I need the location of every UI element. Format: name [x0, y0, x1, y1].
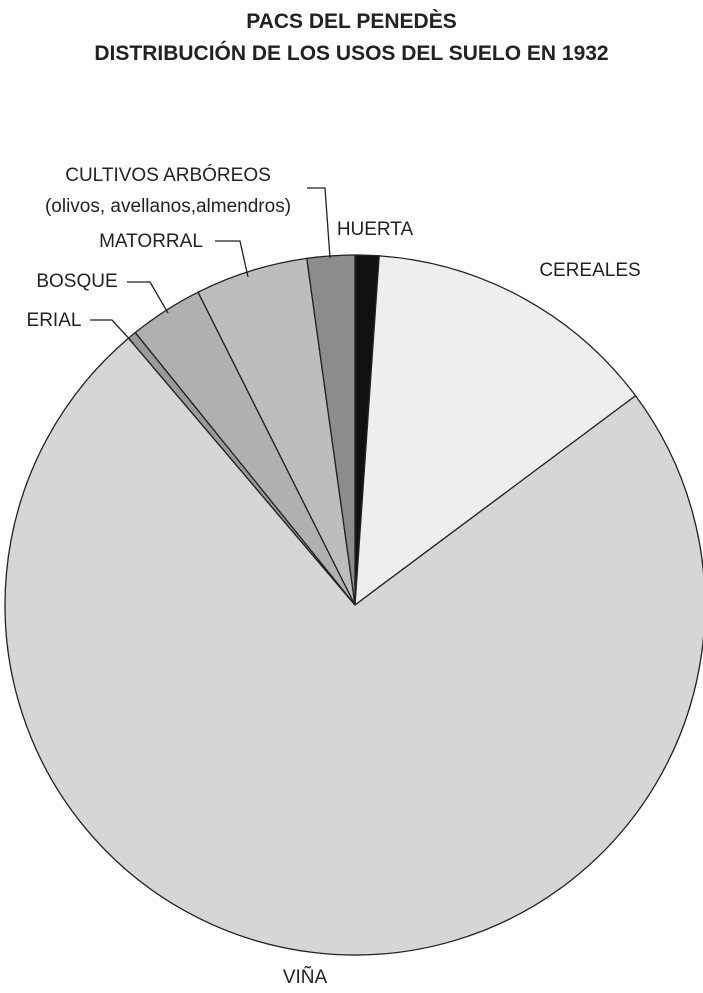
leader-lines — [90, 187, 331, 344]
slice-label: MATORRAL — [99, 231, 203, 252]
pie-slice — [4, 337, 703, 956]
slice-label: ERIAL — [26, 310, 82, 331]
chart-title: PACS DEL PENEDÈS — [246, 10, 457, 33]
slice-label: CULTIVOS ARBÓREOS (olivos, avellanos,alm… — [44, 165, 292, 217]
pie-slice — [306, 254, 356, 606]
slice-label: CEREALES — [539, 260, 641, 281]
chart-subtitle: DISTRIBUCIÓN DE LOS USOS DEL SUELO EN 19… — [94, 42, 609, 65]
leader-line — [215, 240, 249, 278]
leader-line — [307, 187, 331, 259]
slice-label: BOSQUE — [36, 271, 118, 292]
slice-label: HUERTA — [336, 219, 414, 240]
leader-line — [127, 281, 169, 314]
leader-line — [90, 319, 134, 344]
pie-slice — [354, 255, 637, 607]
slice-label: VIÑA — [282, 967, 328, 988]
